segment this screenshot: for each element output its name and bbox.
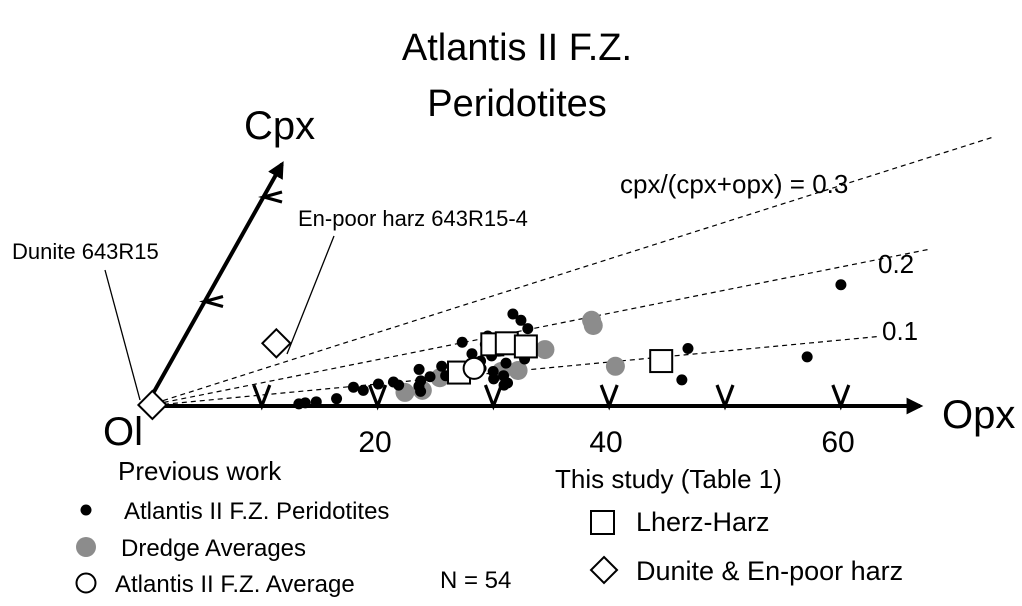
- x-tick-label: 60: [821, 426, 854, 459]
- peridotite-point: [393, 379, 405, 391]
- en-poor-leader-line: [286, 235, 335, 355]
- peridotite-point: [500, 357, 512, 369]
- chart-title-line-2: Peridotites: [427, 83, 607, 125]
- peridotite-point: [372, 378, 384, 390]
- peridotite-point: [835, 279, 847, 291]
- dredge-average-point: [605, 356, 625, 376]
- peridotite-point: [357, 384, 369, 396]
- peridotite-point: [507, 308, 519, 320]
- peridotite-point: [682, 343, 694, 355]
- legend-marker-filled-circle: [80, 504, 92, 516]
- fz-average-point: [462, 356, 486, 380]
- legend-marker-open-square: [590, 510, 615, 535]
- peridotite-point: [515, 314, 527, 326]
- legend-label: Lherz-Harz: [636, 507, 770, 537]
- y-axis-label: Cpx: [244, 104, 315, 148]
- x-tick: [831, 384, 851, 411]
- legend-label: Atlantis II F.Z. Average: [115, 571, 355, 598]
- peridotite-point: [331, 393, 343, 405]
- dunite-leader-line: [104, 269, 141, 401]
- dredge-average-point: [583, 316, 603, 336]
- peridotite-point: [676, 374, 688, 386]
- x-tick: [599, 384, 619, 411]
- en-poor-annotation: En-poor harz 643R15-4: [298, 206, 528, 231]
- x-axis-label: Opx: [942, 393, 1015, 437]
- peridotite-point: [310, 396, 322, 408]
- data-points: [136, 279, 847, 421]
- peridotite-point: [436, 360, 448, 372]
- peridotite-point: [413, 363, 425, 375]
- dredge-average-point: [508, 360, 528, 380]
- peridotite-point: [347, 381, 359, 393]
- dunite-annotation: Dunite 643R15: [12, 239, 159, 264]
- peridotite-point: [424, 371, 436, 383]
- sample-count: N = 54: [440, 567, 511, 594]
- legend-marker-gray-circle: [76, 537, 96, 557]
- ratio-label-0-3: cpx/(cpx+opx) = 0.3: [620, 169, 848, 199]
- opx-ticks: [252, 384, 851, 411]
- ratio-lines: [145, 136, 993, 407]
- peridotite-point: [522, 323, 534, 335]
- legend-this-study: This study (Table 1) Lherz-Harz Dunite &…: [555, 464, 903, 586]
- cpx-ticks: [199, 190, 283, 309]
- legend-previous-work: Previous work Atlantis II F.Z. Peridotit…: [75, 456, 511, 598]
- peridotite-point: [456, 336, 468, 348]
- dunite-harz-point: [260, 327, 292, 359]
- cpx-axis: [144, 161, 284, 407]
- legend-label: Dunite & En-poor harz: [636, 556, 903, 586]
- legend-previous-heading: Previous work: [118, 456, 282, 486]
- legend-marker-open-circle: [75, 572, 97, 594]
- dunite-harz-point: [136, 389, 168, 421]
- lherz-harz-point: [513, 334, 538, 359]
- ratio-line: [145, 335, 881, 407]
- peridotite-point: [466, 348, 478, 360]
- chart-title-line-1: Atlantis II F.Z.: [402, 27, 632, 69]
- peridotite-point: [299, 397, 311, 409]
- legend-study-heading: This study (Table 1): [555, 464, 782, 494]
- x-tick: [252, 384, 272, 411]
- x-tick: [715, 384, 735, 411]
- lherz-harz-point: [649, 349, 674, 374]
- legend-label: Dredge Averages: [121, 535, 306, 562]
- ratio-line: [145, 136, 993, 407]
- peridotite-point: [801, 351, 813, 363]
- x-tick-label: 40: [589, 426, 622, 459]
- legend-label: Atlantis II F.Z. Peridotites: [124, 498, 389, 525]
- x-tick: [483, 384, 503, 411]
- dredge-average-point: [535, 340, 555, 360]
- ratio-label-0-1: 0.1: [882, 316, 918, 346]
- peridotite-point: [413, 380, 425, 392]
- legend-marker-open-diamond: [589, 555, 619, 585]
- ratio-label-0-2: 0.2: [878, 249, 914, 279]
- peridotite-point: [488, 373, 500, 385]
- x-tick-label: 20: [358, 426, 391, 459]
- peridotite-point: [502, 377, 514, 389]
- origin-label: Ol: [103, 410, 143, 454]
- cpx-tick: [258, 190, 283, 204]
- cpx-tick: [199, 294, 224, 309]
- x-tick: [368, 384, 388, 411]
- ratio-line: [145, 248, 930, 407]
